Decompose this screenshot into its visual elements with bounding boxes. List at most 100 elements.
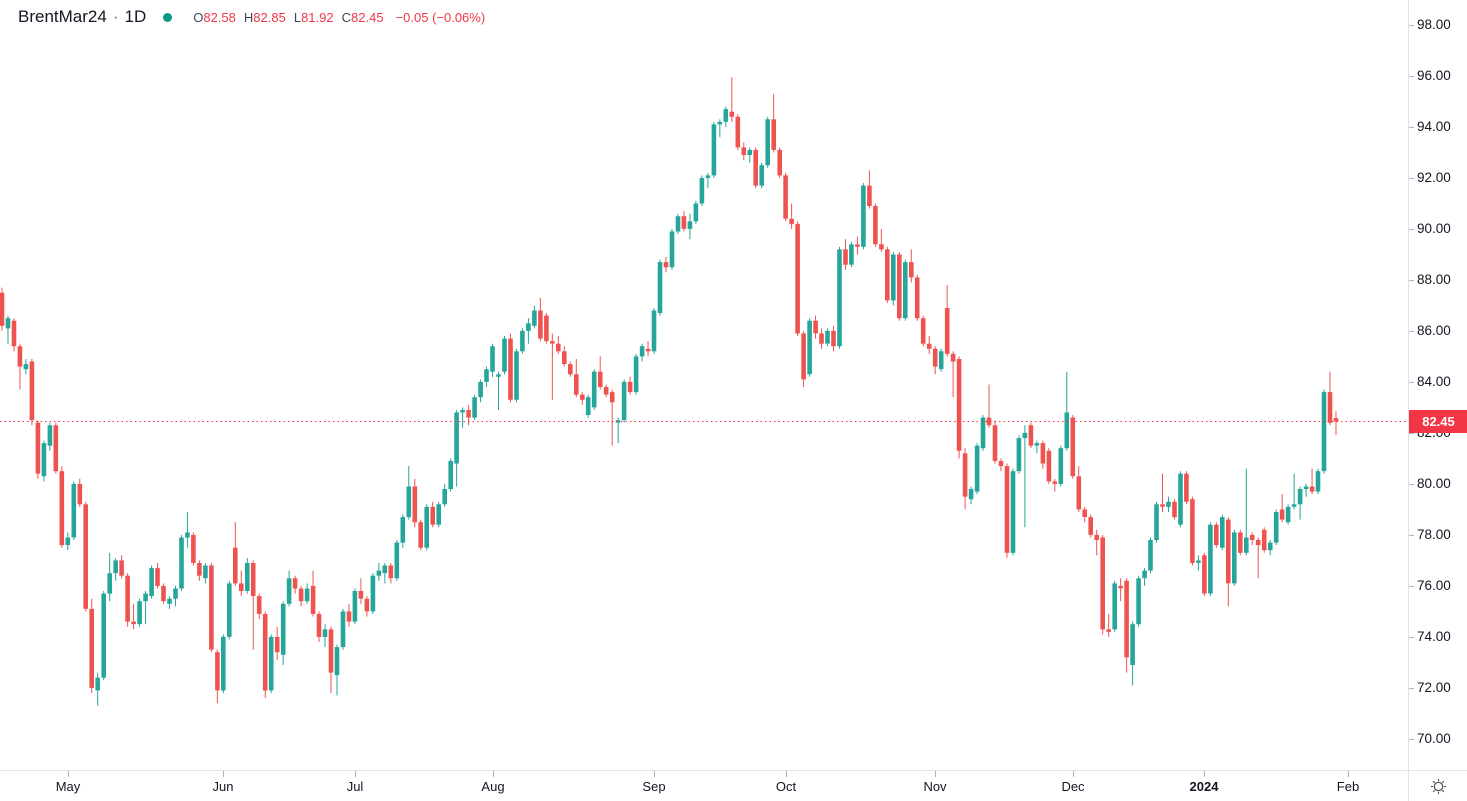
last-price-label: 82.45	[1409, 410, 1467, 433]
candle-body	[651, 310, 657, 352]
time-axis-label: 2024	[1189, 779, 1219, 794]
price-axis-label: 88.00	[1417, 272, 1451, 287]
candle-body	[903, 262, 908, 319]
candle-body	[149, 568, 154, 597]
candle-body	[861, 185, 866, 247]
candle-body	[891, 254, 896, 301]
price-axis-tick	[1409, 637, 1414, 638]
price-axis-label: 96.00	[1417, 68, 1451, 83]
last-price-value: 82.45	[1422, 414, 1455, 429]
candle-body	[1184, 473, 1189, 502]
candle-body	[1112, 583, 1117, 630]
candle-body	[472, 397, 477, 418]
candle-body	[430, 506, 435, 525]
candle-body	[980, 417, 986, 449]
candle-body	[59, 471, 65, 546]
candle-body	[580, 394, 585, 400]
candle-body	[729, 111, 735, 117]
price-axis-label: 76.00	[1417, 578, 1451, 593]
time-axis-label: Feb	[1336, 779, 1360, 794]
price-axis[interactable]: 98.00 96.00 94.00 92.00 90.00 88.00 86.00 84.00…	[1408, 0, 1467, 770]
candle-body	[412, 486, 418, 523]
candle-body	[23, 364, 29, 370]
candle-body	[137, 601, 142, 625]
candle-body	[346, 611, 352, 622]
candle-body	[621, 381, 627, 421]
candle-body	[1130, 624, 1135, 665]
settings-gear-icon[interactable]	[1430, 778, 1447, 795]
candle-body	[179, 537, 184, 589]
candle-body	[909, 262, 914, 278]
ohlc-pair: H82.85	[244, 10, 286, 25]
candle-body	[574, 374, 579, 395]
candle-body	[843, 249, 848, 265]
candle-body	[986, 417, 992, 426]
timeframe-label[interactable]: 1D	[124, 7, 147, 26]
gear-spoke	[1441, 780, 1444, 783]
candle-body	[771, 119, 776, 150]
candle-body	[1046, 450, 1052, 482]
candle-body	[1202, 555, 1207, 594]
candle-body	[304, 588, 310, 602]
candle-body	[699, 178, 705, 204]
candle-body	[496, 374, 501, 377]
ohlc-pair: O82.58	[193, 10, 236, 25]
ohlc-value: 82.85	[253, 9, 286, 25]
candle-body	[1196, 560, 1201, 563]
candle-body	[1261, 529, 1267, 551]
candle-body	[107, 573, 112, 594]
candle-body	[615, 420, 621, 423]
candle-body	[47, 425, 53, 446]
price-axis-tick	[1409, 535, 1414, 536]
candle-body	[897, 254, 902, 319]
time-axis-tick	[654, 771, 655, 777]
candle-body	[795, 223, 800, 334]
candle-body	[334, 647, 340, 676]
candle-body	[442, 489, 447, 505]
candle-body	[681, 216, 687, 229]
candle-body	[1052, 481, 1058, 484]
candle-body	[29, 361, 35, 421]
candle-body	[992, 425, 998, 461]
ohlc-values: O82.58 H82.85 L81.92 C82.45 −0.05 (−0.06%)	[193, 10, 485, 25]
candle-body	[478, 381, 483, 398]
candle-body	[1070, 417, 1076, 477]
candle-body	[526, 323, 531, 331]
candle-body	[1249, 534, 1255, 540]
candle-body	[1285, 506, 1291, 523]
candle-body	[245, 563, 250, 591]
candle-body	[538, 310, 543, 339]
time-axis[interactable]: May Jun Jul Aug Sep Oct Nov Dec 2024 Feb	[0, 770, 1408, 801]
candle-body	[1333, 418, 1339, 422]
candle-body	[944, 308, 950, 354]
candle-body	[11, 320, 17, 347]
symbol-title[interactable]: BrentMar24	[18, 7, 107, 26]
time-axis-tick	[786, 771, 787, 777]
candle-body	[597, 371, 603, 387]
candle-body	[119, 560, 124, 576]
candle-body	[562, 351, 567, 364]
gear-spoke	[1432, 789, 1435, 792]
ohlc-pair: C82.45	[342, 10, 384, 25]
candle-body	[400, 517, 406, 543]
candle-body	[735, 116, 741, 148]
candle-body	[932, 348, 938, 367]
candle-body	[95, 677, 100, 691]
candlestick-chart[interactable]	[0, 0, 1408, 770]
candle-body	[645, 348, 651, 352]
candle-body	[394, 542, 400, 579]
candle-body	[1100, 537, 1105, 630]
candle-body	[1190, 499, 1195, 563]
price-axis-tick	[1409, 178, 1414, 179]
candle-body	[1058, 448, 1064, 484]
candle-body	[0, 292, 5, 326]
candle-body	[819, 333, 824, 344]
chart-pane[interactable]: BrentMar24 · 1D O82.58 H82.85 L81.92 C82.45…	[0, 0, 1408, 770]
candle-body	[585, 397, 591, 415]
candle-body	[376, 570, 382, 576]
candle-body	[1214, 524, 1219, 546]
price-axis-label: 98.00	[1417, 17, 1451, 32]
candle-body	[609, 392, 615, 403]
candle-body	[53, 425, 59, 472]
ohlc-value: 81.92	[301, 9, 334, 25]
